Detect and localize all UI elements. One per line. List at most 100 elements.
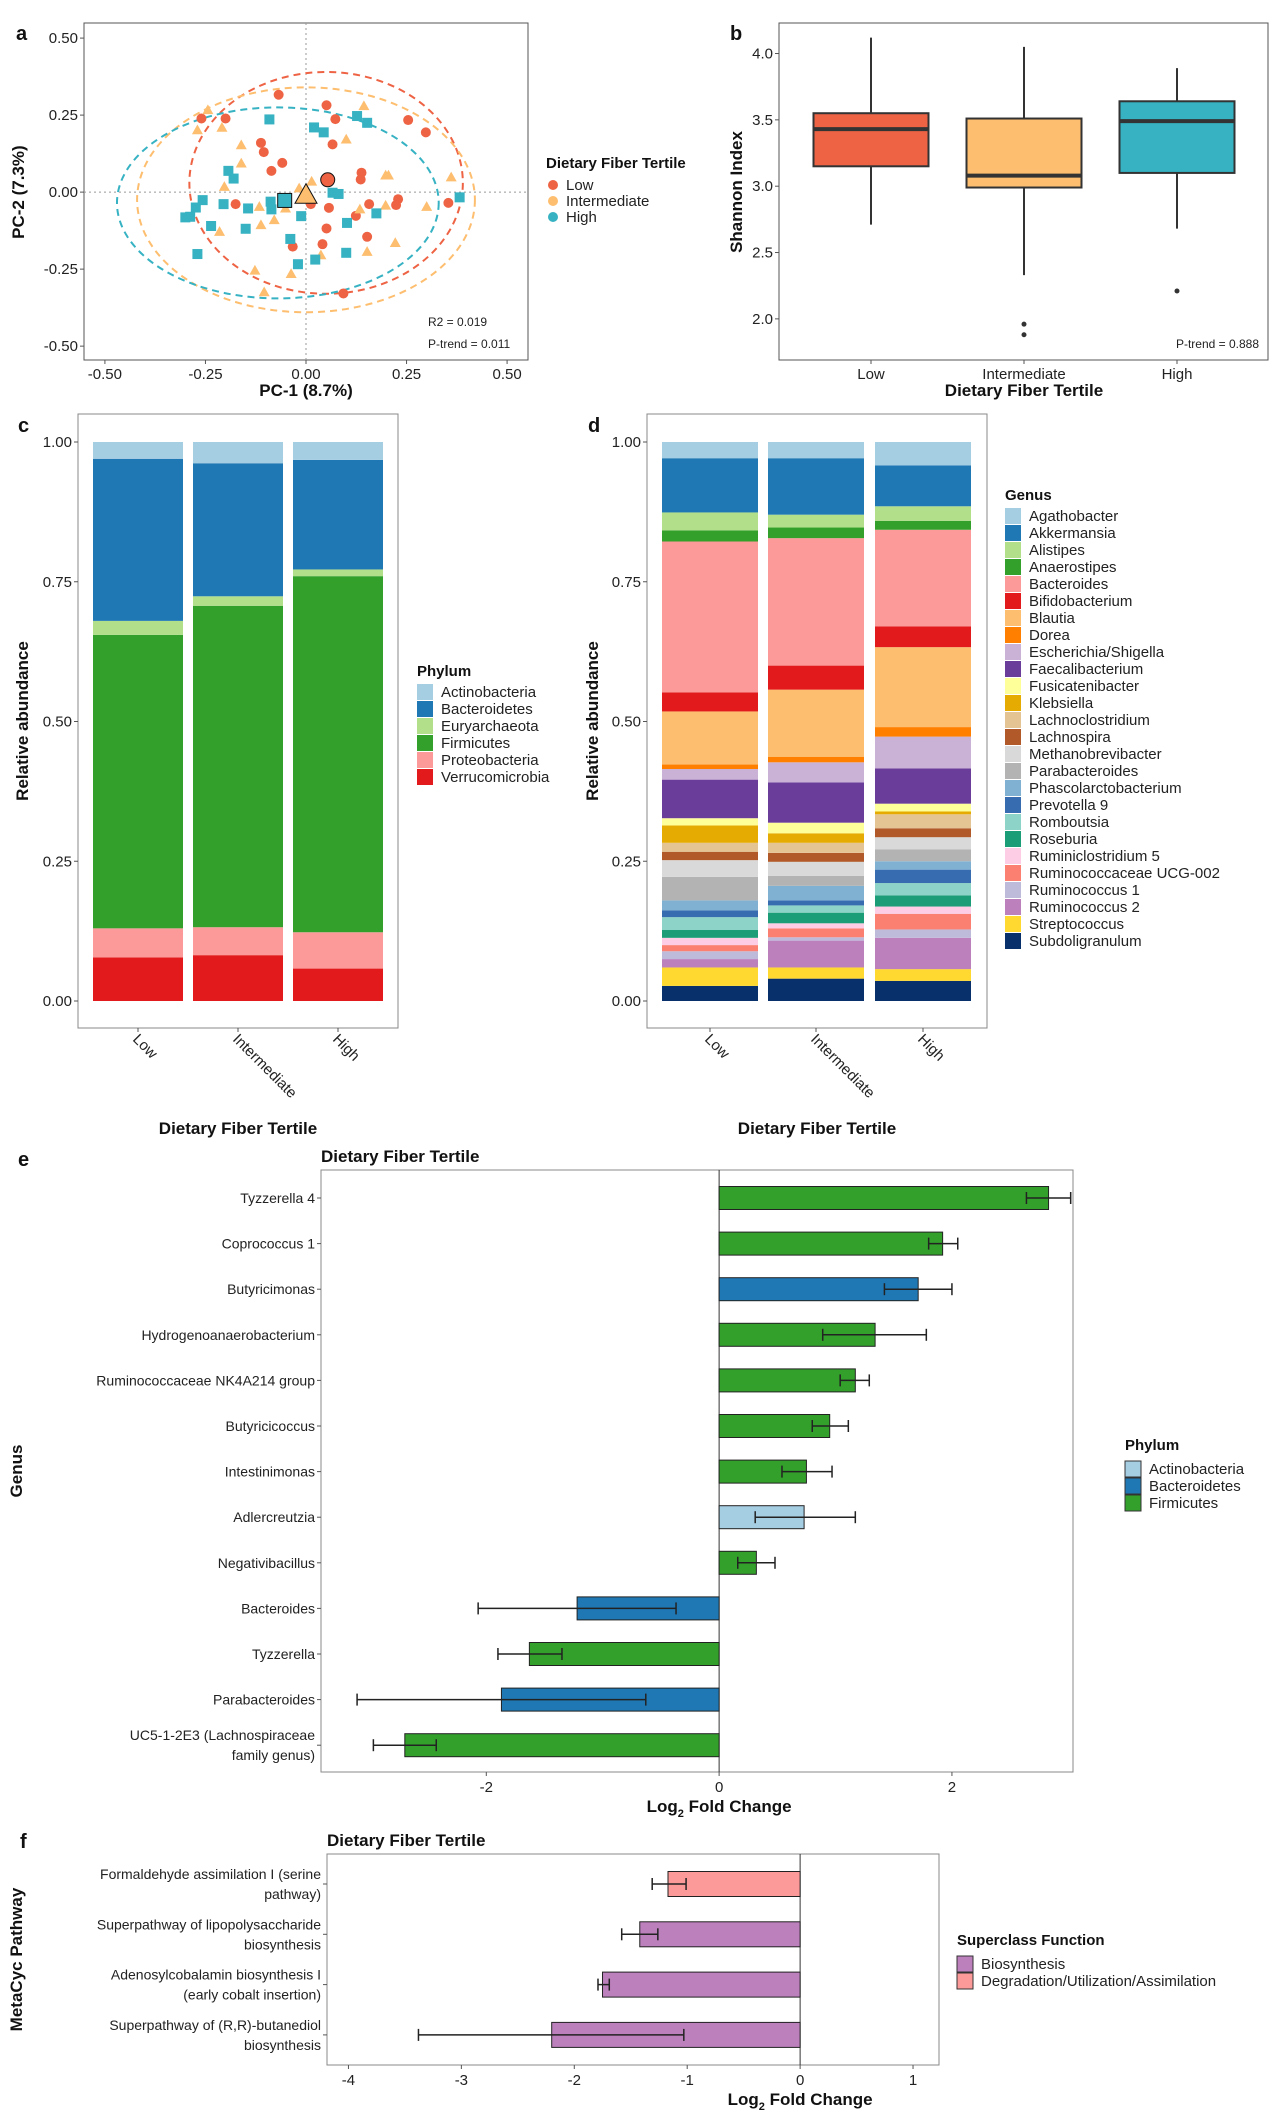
legend-swatch [1005, 712, 1021, 728]
bar-segment [875, 520, 971, 530]
legend-swatch [1005, 916, 1021, 932]
point-high [454, 192, 465, 203]
bar-segment [768, 875, 864, 886]
legend-label: Biosynthesis [981, 1956, 1065, 1973]
y-axis-title: Genus [7, 1445, 26, 1498]
row-label: Adlercreutzia [233, 1509, 315, 1525]
y-axis-title: Relative abundance [13, 641, 32, 801]
legend-swatch [1005, 627, 1021, 643]
legend-swatch [1005, 882, 1021, 898]
point-low [443, 197, 454, 208]
point-high [309, 122, 320, 133]
bar-segment [662, 842, 758, 852]
x-axis-title-subscript: 2 [678, 1808, 684, 1820]
point-low [273, 89, 284, 100]
bar-segment [662, 541, 758, 693]
point-high [265, 196, 276, 207]
x-axis-title-subscript: 2 [759, 2101, 765, 2113]
legend-title: Genus [1005, 487, 1052, 504]
legend-swatch [548, 196, 558, 206]
x-tick-label: -1 [681, 2072, 694, 2089]
point-intermediate [214, 226, 226, 236]
x-tick-label: -0.50 [88, 366, 122, 383]
bar-segment [93, 620, 183, 635]
point-high [228, 173, 239, 184]
panel-label: e [18, 1149, 29, 1171]
point-intermediate [235, 139, 247, 150]
bar-segment [193, 605, 283, 928]
x-tick-label: Low [701, 1031, 733, 1063]
legend-label: High [566, 209, 597, 226]
point-high [266, 204, 277, 215]
point-low [258, 147, 269, 158]
y-tick-label: 2.0 [752, 311, 773, 328]
ellipse-intermediate [136, 86, 476, 314]
point-intermediate [249, 264, 261, 275]
panel-label: a [16, 23, 28, 45]
point-high [264, 114, 275, 125]
x-axis-title: Dietary Fiber Tertile [738, 1119, 896, 1138]
bar-segment [293, 932, 383, 969]
legend-label: Fusicatenibacter [1029, 678, 1139, 695]
point-intermediate [255, 219, 267, 230]
bar-segment [662, 692, 758, 712]
legend-swatch [417, 752, 433, 768]
bar-segment [93, 957, 183, 1001]
row-label: Adenosylcobalamin biosynthesis I [111, 1967, 321, 1983]
point-intermediate [361, 246, 373, 256]
legend-label: Bacteroides [1029, 576, 1108, 593]
bar-segment [875, 506, 971, 521]
bar-segment [875, 529, 971, 627]
legend-swatch [1005, 559, 1021, 575]
point-high [292, 259, 303, 270]
bar [667, 1871, 801, 1897]
legend-swatch [1005, 610, 1021, 626]
bar-segment [768, 665, 864, 690]
y-axis-title: Relative abundance [583, 641, 602, 801]
x-axis-title: PC-1 (8.7%) [259, 381, 353, 400]
bar-segment [875, 626, 971, 648]
bar-segment [768, 937, 864, 941]
x-tick-label: High [914, 1031, 948, 1065]
point-intermediate [285, 268, 297, 279]
legend-swatch [1005, 525, 1021, 541]
point-high [190, 202, 201, 213]
point-high [352, 111, 363, 122]
point-intermediate [380, 199, 392, 210]
legend-label: Akkermansia [1029, 525, 1116, 542]
legend-swatch [956, 1955, 974, 1973]
legend-swatch [1005, 644, 1021, 660]
legend-label: Alistipes [1029, 542, 1085, 559]
point-intermediate [389, 237, 401, 247]
legend-swatch [1005, 593, 1021, 609]
x-axis-title: Log2 Fold Change [647, 1797, 792, 1820]
point-intermediate [235, 157, 247, 168]
x-tick-label: 0.50 [492, 366, 521, 383]
y-tick-label: -0.25 [44, 261, 78, 278]
legend-swatch [1005, 865, 1021, 881]
bar-segment [768, 852, 864, 862]
bar-segment [193, 955, 283, 1001]
legend-swatch [417, 735, 433, 751]
legend-swatch [1005, 746, 1021, 762]
bar-segment [662, 945, 758, 952]
bar-segment [662, 900, 758, 911]
bar-segment [875, 906, 971, 914]
y-tick-label: 3.0 [752, 178, 773, 195]
point-high [318, 127, 329, 138]
bar-segment [875, 883, 971, 896]
pcoa-plot: -0.50 -0.25 0.00 0.25 0.50 -0.50 -0.25 0.00 0.25… [9, 22, 686, 400]
x-axis-title: Log2 Fold Change [728, 2090, 873, 2113]
row-label: biosynthesis [244, 1936, 321, 1952]
legend-title: Phylum [1125, 1437, 1179, 1454]
point-low [317, 239, 328, 250]
point-low [403, 115, 414, 126]
bar-segment [662, 917, 758, 931]
bar-segment [193, 927, 283, 956]
legend-title: Dietary Fiber Tertile [546, 155, 686, 172]
plot-title: Dietary Fiber Tertile [327, 1831, 485, 1850]
ellipse-low [188, 70, 464, 295]
point-intermediate [218, 181, 230, 191]
bar-segment [875, 913, 971, 930]
point-low [266, 165, 277, 176]
